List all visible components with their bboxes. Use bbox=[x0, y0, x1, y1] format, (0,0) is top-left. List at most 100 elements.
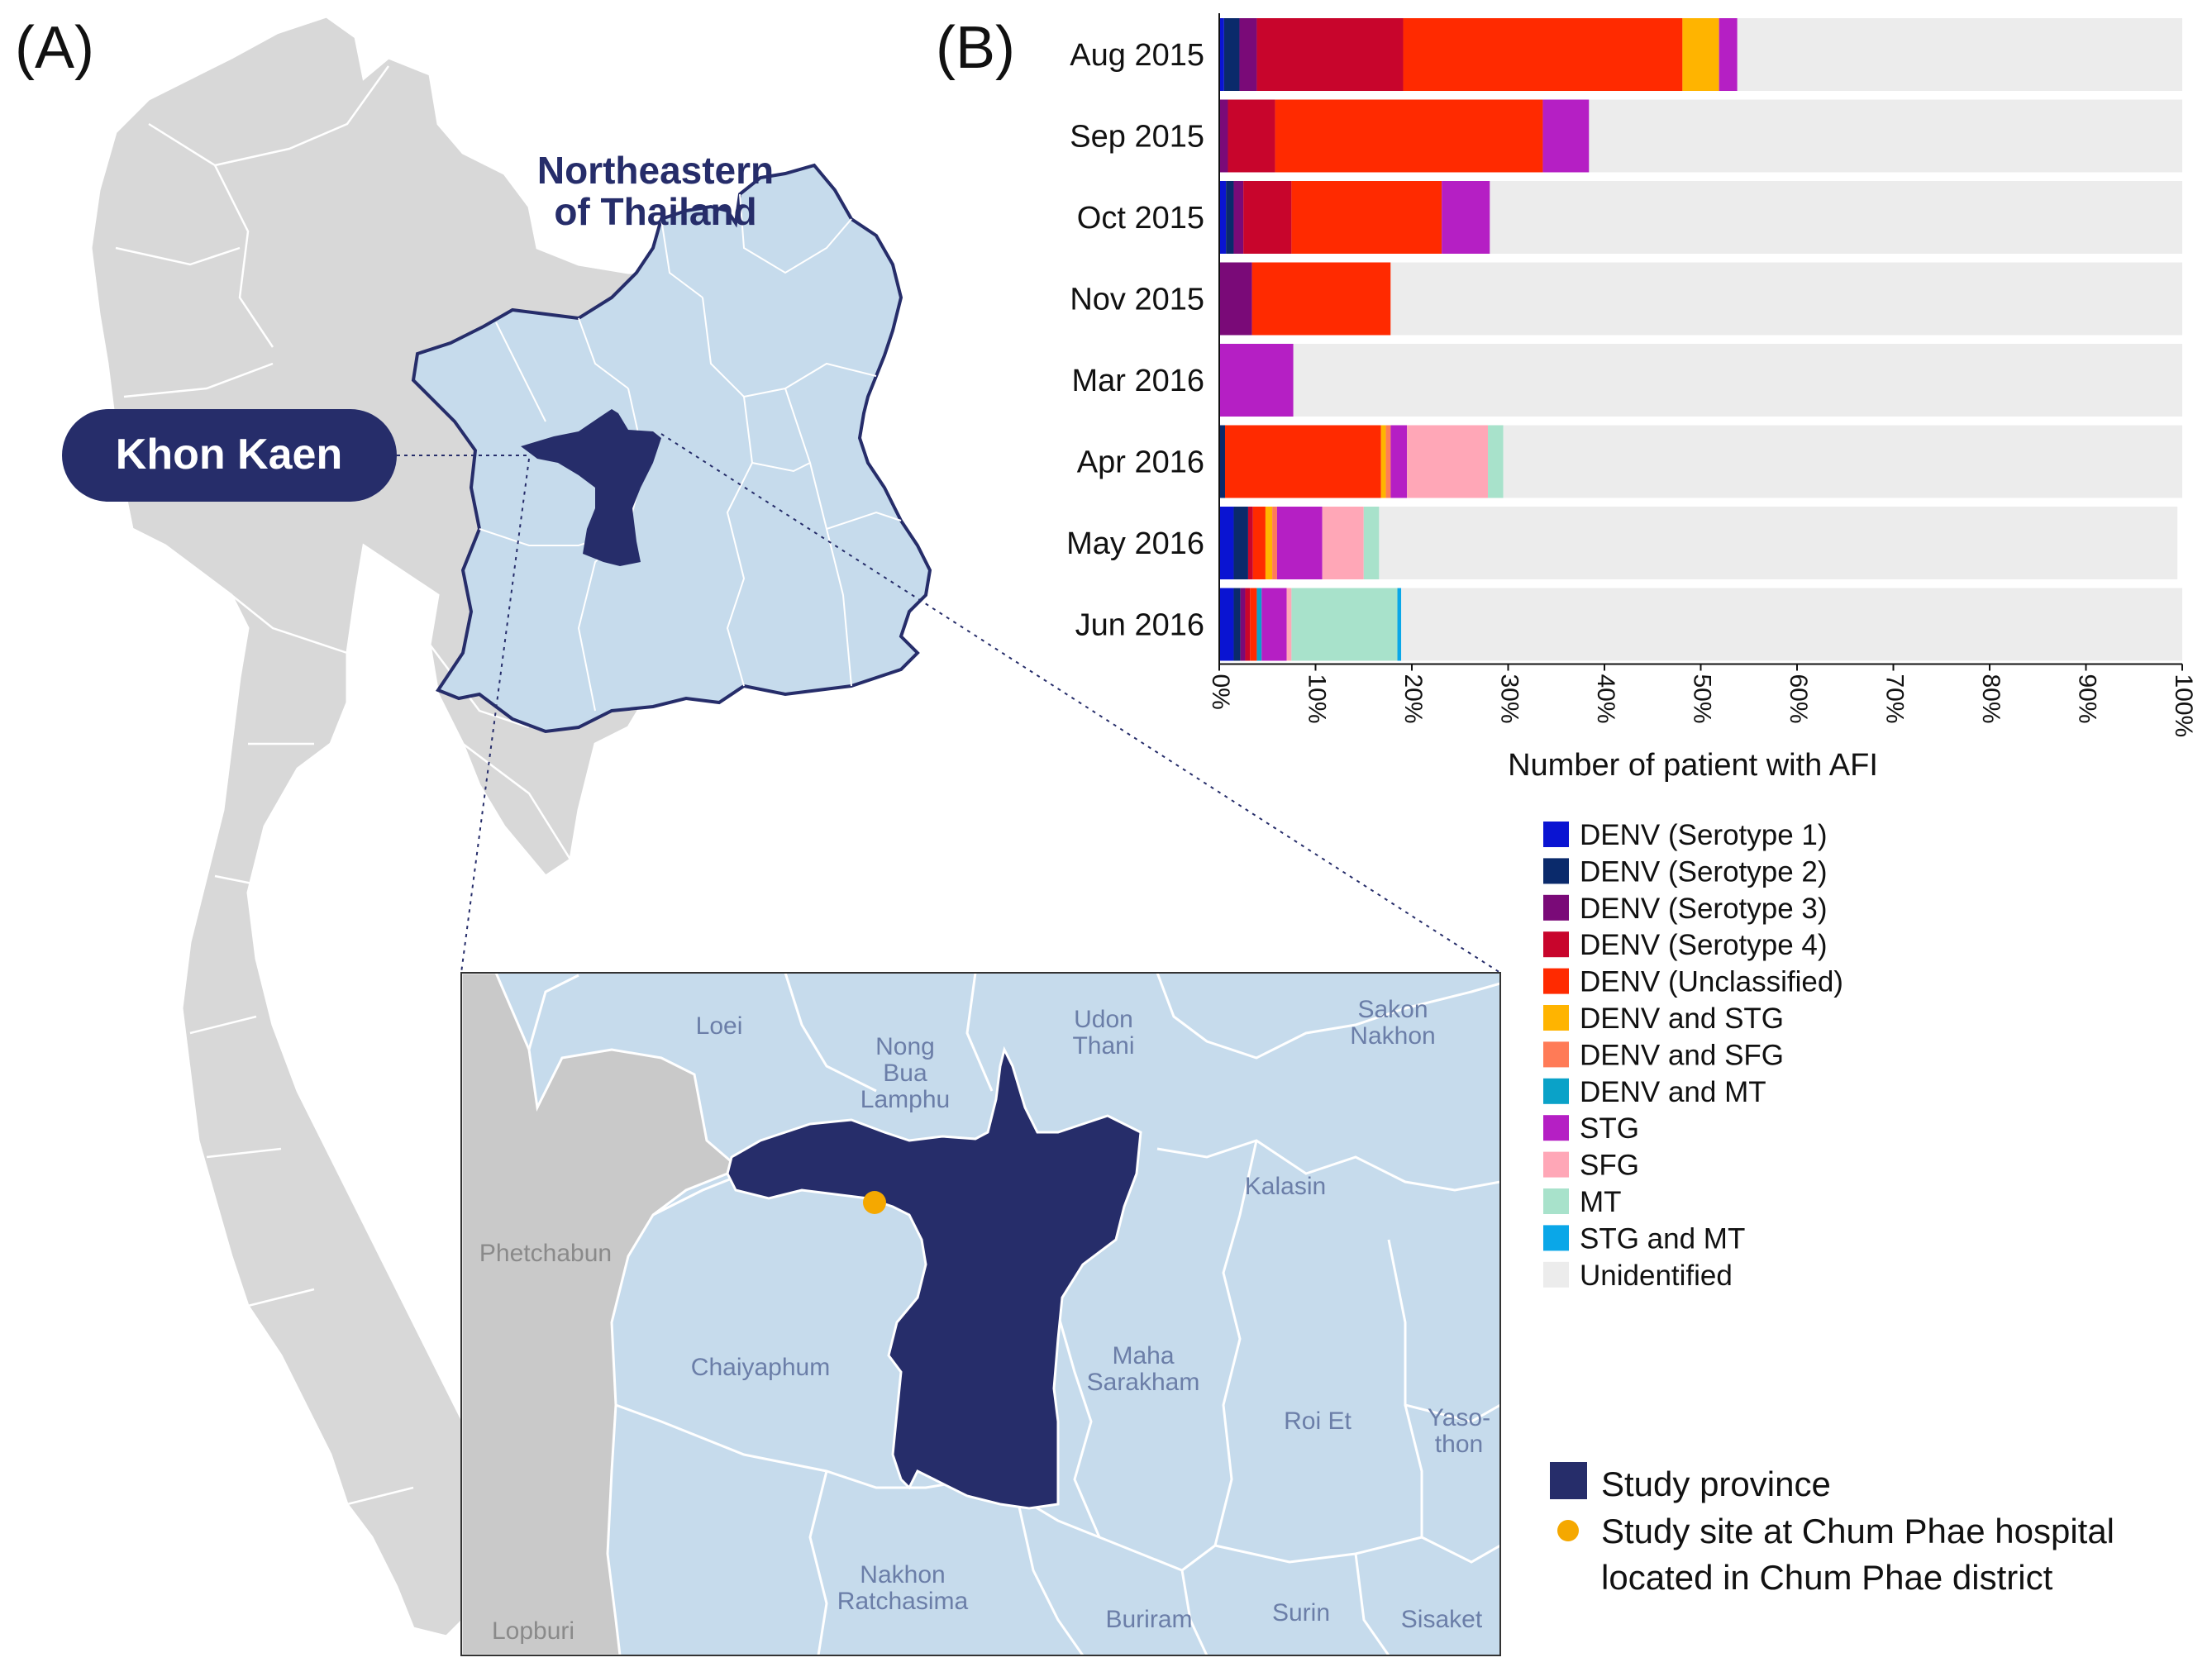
legend-label: MT bbox=[1580, 1186, 1622, 1218]
label-sisaket: Sisaket bbox=[1401, 1606, 1483, 1633]
bar-aug-2015-series-0 bbox=[1219, 18, 1224, 91]
label-chaiyaphum: Chaiyaphum bbox=[691, 1354, 830, 1381]
bar-apr-2016-series-9 bbox=[1407, 425, 1489, 498]
legend-label: DENV and STG bbox=[1580, 1003, 1784, 1035]
x-tick-label: 50% bbox=[1689, 674, 1716, 724]
legend-label: DENV (Serotype 2) bbox=[1580, 855, 1828, 888]
inset-connector-left bbox=[460, 458, 530, 974]
bar-may-2016-series-12 bbox=[1379, 507, 2178, 579]
bar-oct-2015-series-4 bbox=[1291, 181, 1442, 254]
bar-sep-2015-series-12 bbox=[1589, 99, 2182, 173]
legend-swatch bbox=[1543, 1041, 1569, 1068]
bar-jun-2016-series-12 bbox=[1401, 588, 2182, 661]
bar-apr-2016-series-8 bbox=[1390, 425, 1408, 498]
bar-may-2016-series-1 bbox=[1233, 507, 1248, 579]
province-callout-label: Khon Kaen bbox=[116, 431, 342, 479]
khon-kaen-map bbox=[521, 409, 661, 566]
legend-swatch bbox=[1543, 1261, 1569, 1288]
bar-apr-2016-series-5 bbox=[1380, 425, 1386, 498]
bar-aug-2015-series-3 bbox=[1256, 18, 1404, 91]
bar-nov-2015-series-12 bbox=[1390, 262, 2182, 336]
bar-jun-2016-series-0 bbox=[1219, 588, 1234, 661]
panel-a: (A) bbox=[15, 15, 2114, 1656]
bar-jun-2016-series-8 bbox=[1261, 588, 1287, 661]
bar-may-2016-series-8 bbox=[1276, 507, 1323, 579]
province-callout-badge bbox=[62, 409, 397, 502]
bar-oct-2015-series-8 bbox=[1442, 181, 1490, 254]
label-maha-1: Maha bbox=[1112, 1342, 1174, 1369]
category-label: Mar 2016 bbox=[1071, 364, 1204, 398]
bar-sep-2015-series-3 bbox=[1228, 99, 1275, 173]
label-kalasin: Kalasin bbox=[1245, 1173, 1326, 1200]
label-lopburi: Lopburi bbox=[492, 1617, 574, 1645]
legend-swatch bbox=[1543, 1188, 1569, 1214]
category-label: Nov 2015 bbox=[1070, 283, 1204, 317]
legend-label: DENV (Unclassified) bbox=[1580, 966, 1843, 998]
legend-swatch bbox=[1543, 1151, 1569, 1178]
x-tick-label: 60% bbox=[1785, 674, 1812, 724]
study-site-marker bbox=[863, 1191, 886, 1214]
legend-label: STG and MT bbox=[1580, 1222, 1745, 1255]
inset-province-borders bbox=[527, 973, 1500, 1655]
panel-b: (B) Aug 2015 Sep 2015 Oct 2015 Nov 2015 Mar … bbox=[936, 13, 2197, 1292]
legend-label: Unidentified bbox=[1580, 1260, 1733, 1292]
category-label: Apr 2016 bbox=[1077, 445, 1204, 480]
bar-apr-2016-series-6 bbox=[1385, 425, 1391, 498]
x-axis-title: Number of patient with AFI bbox=[1508, 748, 1878, 783]
bar-oct-2015-series-3 bbox=[1243, 181, 1292, 254]
bar-jun-2016-series-10 bbox=[1291, 588, 1398, 661]
northeast-province-borders bbox=[479, 193, 902, 712]
label-udon-1: Udon bbox=[1074, 1006, 1133, 1033]
bar-may-2016-series-9 bbox=[1322, 507, 1364, 579]
bar-sep-2015-series-4 bbox=[1275, 99, 1543, 173]
bar-jun-2016-series-11 bbox=[1397, 588, 1402, 661]
label-surin: Surin bbox=[1272, 1599, 1330, 1627]
label-buriram: Buriram bbox=[1105, 1606, 1192, 1633]
bar-sep-2015-series-8 bbox=[1542, 99, 1590, 173]
category-label: Oct 2015 bbox=[1077, 201, 1204, 236]
label-nong-bua-2: Bua bbox=[883, 1060, 927, 1087]
bar-aug-2015-series-5 bbox=[1682, 18, 1719, 91]
bar-apr-2016-series-12 bbox=[1503, 425, 2182, 498]
chart-bars bbox=[1219, 18, 2183, 661]
legend-label: DENV (Serotype 1) bbox=[1580, 819, 1828, 851]
bar-may-2016-series-5 bbox=[1265, 507, 1273, 579]
bar-apr-2016-series-4 bbox=[1224, 425, 1381, 498]
bar-apr-2016-series-1 bbox=[1219, 425, 1225, 498]
bar-may-2016-series-10 bbox=[1363, 507, 1380, 579]
legend-swatch bbox=[1543, 968, 1569, 994]
panel-a-label: (A) bbox=[15, 15, 94, 81]
label-roi-et: Roi Et bbox=[1284, 1407, 1352, 1435]
bar-may-2016-series-3 bbox=[1247, 507, 1253, 579]
legend-swatch bbox=[1543, 1078, 1569, 1104]
bar-jun-2016-series-1 bbox=[1233, 588, 1241, 661]
bar-nov-2015-series-2 bbox=[1219, 262, 1252, 336]
bar-aug-2015-series-8 bbox=[1719, 18, 1738, 91]
bar-jun-2016-series-4 bbox=[1250, 588, 1257, 661]
bar-aug-2015-series-12 bbox=[1737, 18, 2182, 91]
legend-label: DENV and MT bbox=[1580, 1076, 1766, 1108]
bar-aug-2015-series-2 bbox=[1239, 18, 1257, 91]
bar-mar-2016-series-12 bbox=[1293, 344, 2182, 417]
label-udon-2: Thani bbox=[1072, 1032, 1134, 1060]
category-label: Sep 2015 bbox=[1070, 120, 1204, 155]
legend-label: STG bbox=[1580, 1112, 1639, 1145]
label-nakhon-r-2: Ratchasima bbox=[837, 1588, 969, 1615]
category-label: Jun 2016 bbox=[1075, 608, 1204, 643]
label-loei: Loei bbox=[696, 1012, 743, 1040]
label-nong-bua-3: Lamphu bbox=[860, 1086, 950, 1113]
inset-map: Loei Nong Bua Lamphu Udon Thani Sakon Na… bbox=[460, 972, 1501, 1656]
bar-may-2016-series-4 bbox=[1252, 507, 1266, 579]
legend-study-site-line2: located in Chum Phae district bbox=[1601, 1558, 2053, 1597]
bar-oct-2015-series-0 bbox=[1219, 181, 1227, 254]
legend-swatch bbox=[1543, 822, 1569, 847]
legend-label: DENV (Serotype 3) bbox=[1580, 893, 1828, 925]
legend-label: DENV and SFG bbox=[1580, 1039, 1784, 1071]
legend-study-province-label: Study province bbox=[1601, 1465, 1831, 1503]
bar-apr-2016-series-10 bbox=[1488, 425, 1504, 498]
legend-swatch bbox=[1543, 894, 1569, 921]
legend-study-site-line1: Study site at Chum Phae hospital bbox=[1601, 1512, 2114, 1550]
label-phetchabun: Phetchabun bbox=[479, 1240, 612, 1267]
x-tick-label: 90% bbox=[2074, 674, 2101, 724]
bar-jun-2016-series-7 bbox=[1256, 588, 1262, 661]
